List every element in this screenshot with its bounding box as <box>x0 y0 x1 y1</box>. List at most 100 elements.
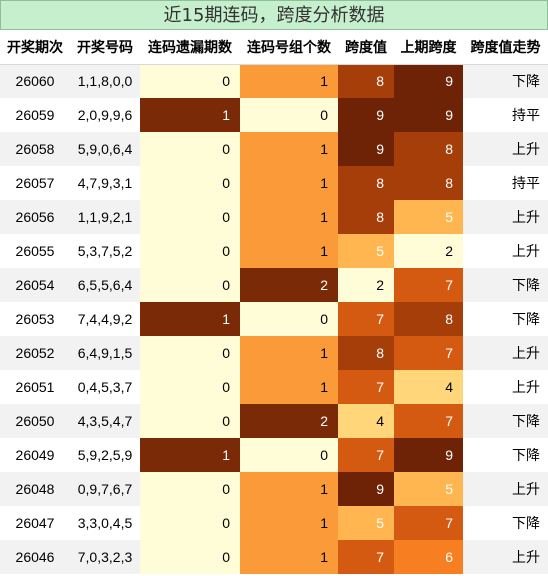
cell-groups: 1 <box>240 166 338 200</box>
header-prev-span: 上期跨度 <box>394 30 463 65</box>
cell-trend: 上升 <box>463 200 548 234</box>
table-row: 26046 7,0,3,2,3 0 1 7 6 上升 <box>0 540 548 574</box>
header-issue: 开奖期次 <box>0 30 70 65</box>
cell-numbers: 7,4,4,9,2 <box>70 302 140 336</box>
cell-numbers: 1,1,8,0,0 <box>70 64 140 98</box>
cell-groups: 1 <box>240 506 338 540</box>
cell-groups: 2 <box>240 404 338 438</box>
cell-numbers: 6,5,5,6,4 <box>70 268 140 302</box>
table-row: 26060 1,1,8,0,0 0 1 8 9 下降 <box>0 64 548 98</box>
cell-span: 7 <box>338 540 394 574</box>
cell-span: 5 <box>338 506 394 540</box>
cell-span: 9 <box>338 472 394 506</box>
table-row: 26052 6,4,9,1,5 0 1 8 7 上升 <box>0 336 548 370</box>
cell-miss: 0 <box>140 200 240 234</box>
table-row: 26047 3,3,0,4,5 0 1 5 7 下降 <box>0 506 548 540</box>
cell-groups: 1 <box>240 336 338 370</box>
cell-numbers: 0,9,7,6,7 <box>70 472 140 506</box>
cell-span: 9 <box>338 132 394 166</box>
cell-prev-span: 8 <box>394 132 463 166</box>
cell-trend: 下降 <box>463 506 548 540</box>
cell-span: 8 <box>338 64 394 98</box>
cell-groups: 1 <box>240 200 338 234</box>
page-title: 近15期连码，跨度分析数据 <box>0 0 548 30</box>
cell-numbers: 3,3,0,4,5 <box>70 506 140 540</box>
cell-prev-span: 7 <box>394 404 463 438</box>
cell-prev-span: 9 <box>394 64 463 98</box>
cell-trend: 持平 <box>463 98 548 132</box>
cell-issue: 26047 <box>0 506 70 540</box>
cell-issue: 26053 <box>0 302 70 336</box>
cell-prev-span: 5 <box>394 472 463 506</box>
cell-issue: 26057 <box>0 166 70 200</box>
cell-prev-span: 7 <box>394 506 463 540</box>
cell-span: 8 <box>338 166 394 200</box>
cell-span: 7 <box>338 302 394 336</box>
table-row: 26054 6,5,5,6,4 0 2 2 7 下降 <box>0 268 548 302</box>
table-row: 26059 2,0,9,9,6 1 0 9 9 持平 <box>0 98 548 132</box>
table-row: 26058 5,9,0,6,4 0 1 9 8 上升 <box>0 132 548 166</box>
cell-groups: 2 <box>240 268 338 302</box>
cell-numbers: 6,4,9,1,5 <box>70 336 140 370</box>
cell-issue: 26054 <box>0 268 70 302</box>
cell-issue: 26046 <box>0 540 70 574</box>
cell-span: 2 <box>338 268 394 302</box>
cell-miss: 1 <box>140 438 240 472</box>
cell-miss: 0 <box>140 472 240 506</box>
cell-miss: 0 <box>140 268 240 302</box>
cell-trend: 上升 <box>463 370 548 404</box>
cell-groups: 1 <box>240 132 338 166</box>
cell-miss: 0 <box>140 64 240 98</box>
cell-issue: 26052 <box>0 336 70 370</box>
cell-issue: 26058 <box>0 132 70 166</box>
cell-trend: 下降 <box>463 268 548 302</box>
cell-miss: 1 <box>140 302 240 336</box>
cell-trend: 上升 <box>463 472 548 506</box>
cell-span: 9 <box>338 98 394 132</box>
cell-miss: 0 <box>140 166 240 200</box>
cell-span: 8 <box>338 200 394 234</box>
cell-numbers: 4,7,9,3,1 <box>70 166 140 200</box>
cell-prev-span: 9 <box>394 438 463 472</box>
cell-miss: 0 <box>140 506 240 540</box>
header-span: 跨度值 <box>338 30 394 65</box>
cell-prev-span: 9 <box>394 98 463 132</box>
cell-trend: 下降 <box>463 404 548 438</box>
cell-trend: 下降 <box>463 64 548 98</box>
cell-miss: 0 <box>140 234 240 268</box>
cell-issue: 26050 <box>0 404 70 438</box>
cell-groups: 0 <box>240 302 338 336</box>
cell-miss: 1 <box>140 98 240 132</box>
header-row: 开奖期次 开奖号码 连码遗漏期数 连码号组个数 跨度值 上期跨度 跨度值走势 <box>0 30 548 65</box>
cell-numbers: 5,9,0,6,4 <box>70 132 140 166</box>
cell-issue: 26048 <box>0 472 70 506</box>
cell-trend: 下降 <box>463 438 548 472</box>
cell-trend: 下降 <box>463 302 548 336</box>
cell-prev-span: 8 <box>394 166 463 200</box>
cell-trend: 上升 <box>463 540 548 574</box>
cell-groups: 1 <box>240 472 338 506</box>
cell-groups: 1 <box>240 234 338 268</box>
cell-groups: 1 <box>240 370 338 404</box>
cell-prev-span: 7 <box>394 268 463 302</box>
cell-span: 5 <box>338 234 394 268</box>
header-trend: 跨度值走势 <box>463 30 548 65</box>
cell-prev-span: 8 <box>394 302 463 336</box>
cell-issue: 26049 <box>0 438 70 472</box>
cell-prev-span: 2 <box>394 234 463 268</box>
cell-span: 7 <box>338 438 394 472</box>
cell-trend: 上升 <box>463 132 548 166</box>
cell-issue: 26060 <box>0 64 70 98</box>
cell-numbers: 1,1,9,2,1 <box>70 200 140 234</box>
cell-miss: 0 <box>140 370 240 404</box>
cell-prev-span: 5 <box>394 200 463 234</box>
table-row: 26051 0,4,5,3,7 0 1 7 4 上升 <box>0 370 548 404</box>
table-row: 26050 4,3,5,4,7 0 2 4 7 下降 <box>0 404 548 438</box>
cell-groups: 1 <box>240 540 338 574</box>
cell-trend: 上升 <box>463 336 548 370</box>
cell-issue: 26055 <box>0 234 70 268</box>
cell-groups: 0 <box>240 98 338 132</box>
cell-prev-span: 6 <box>394 540 463 574</box>
cell-span: 4 <box>338 404 394 438</box>
